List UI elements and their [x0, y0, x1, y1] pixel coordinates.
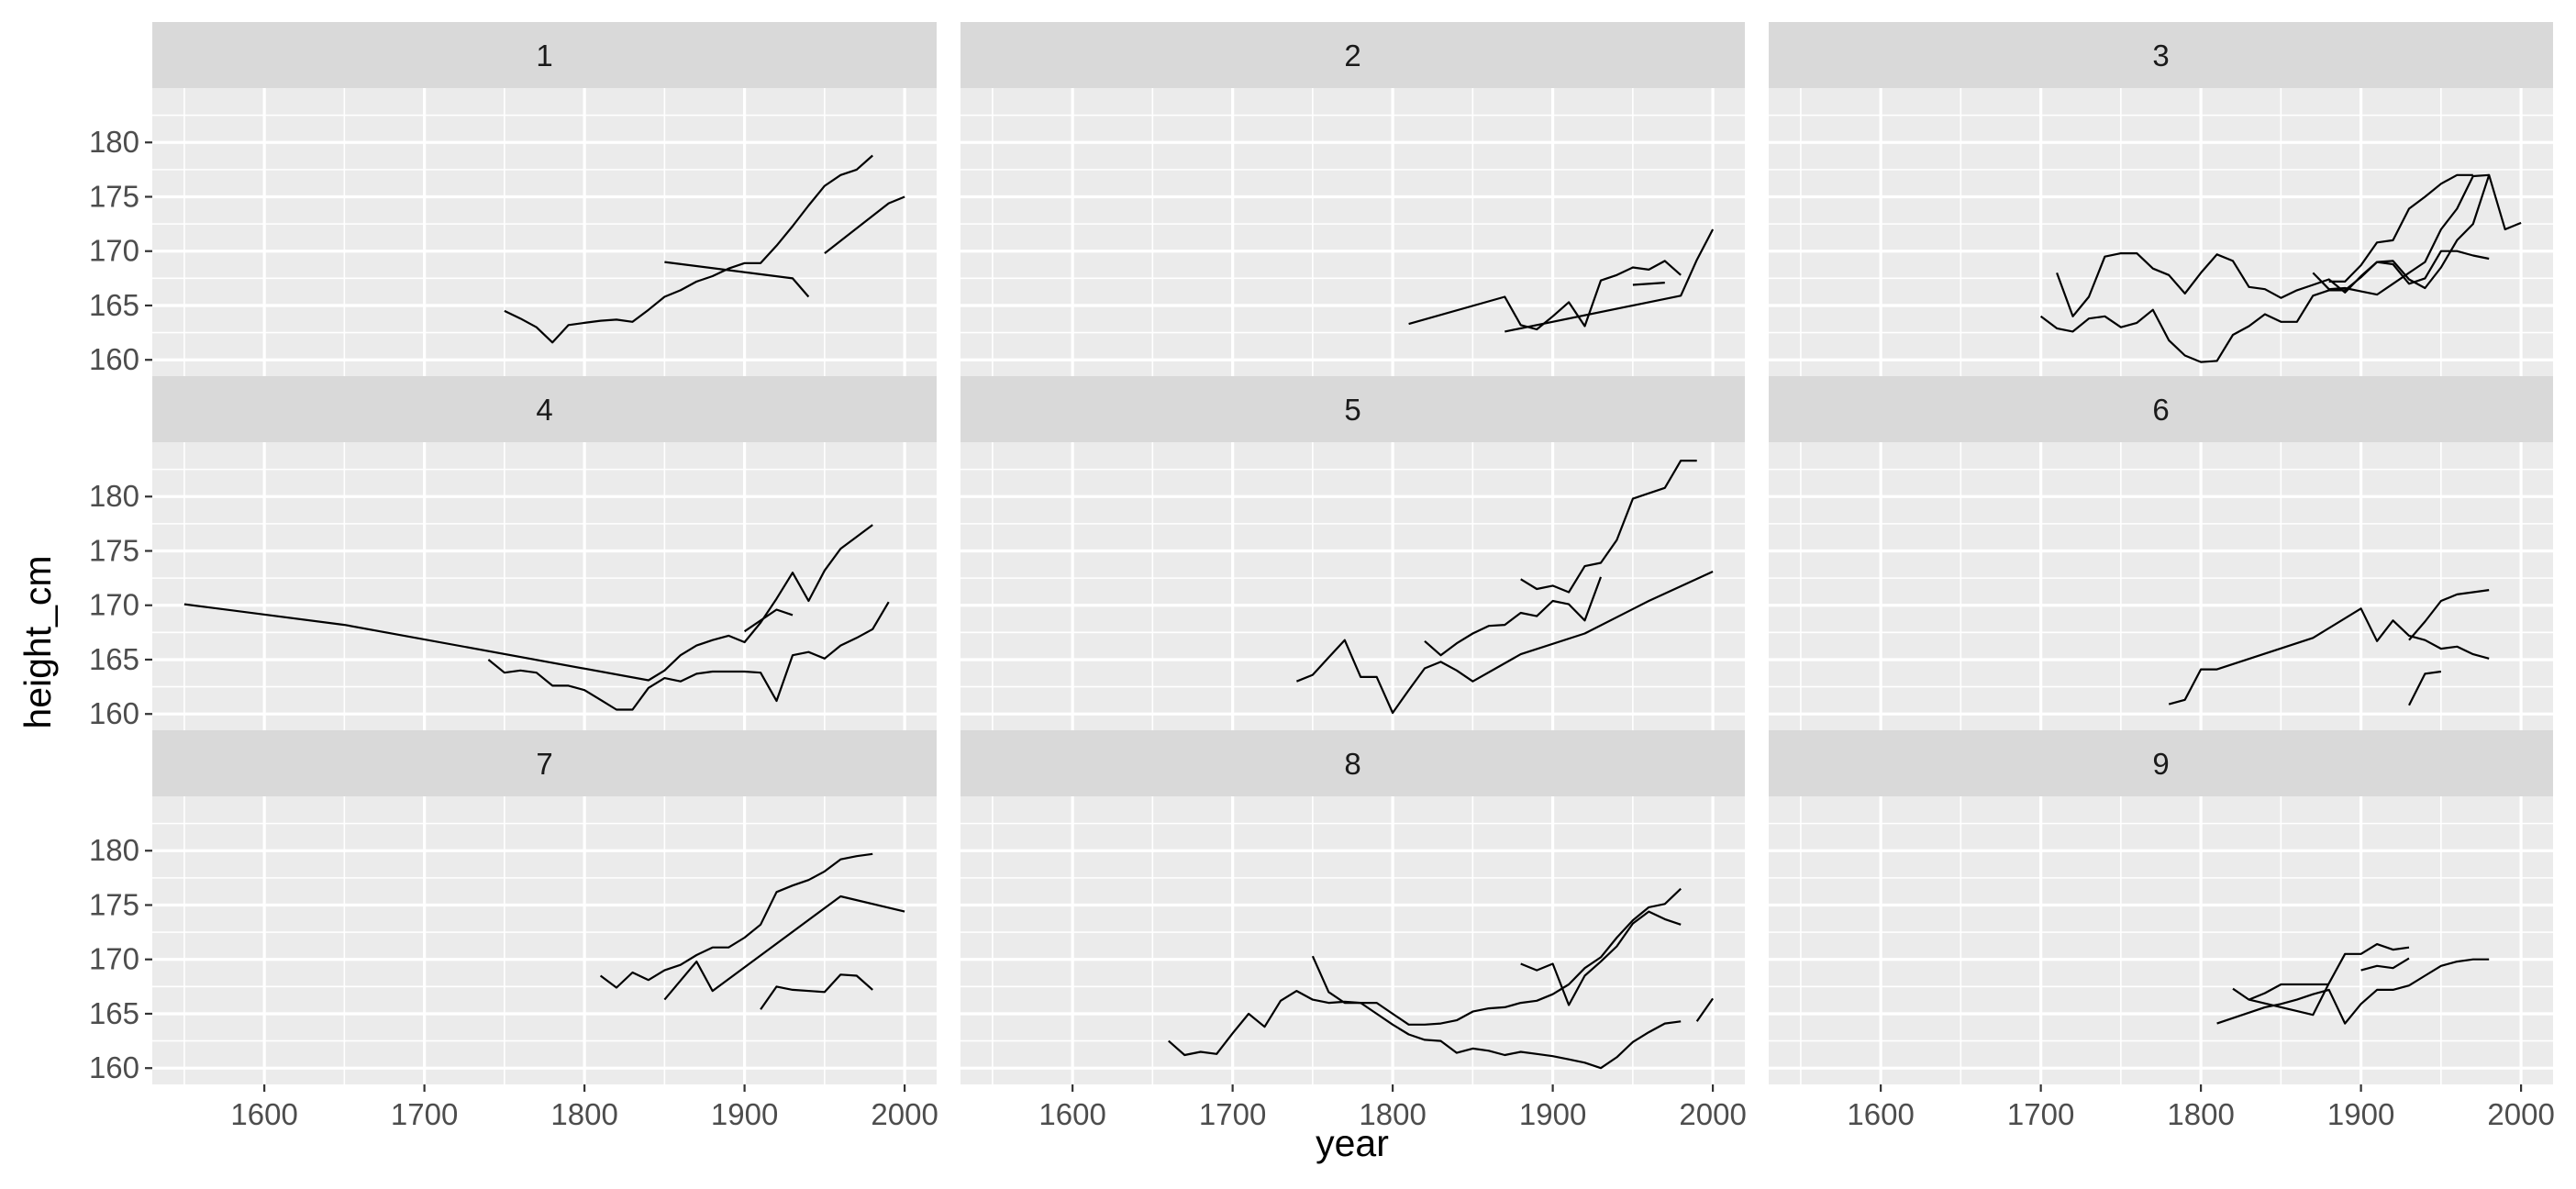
series-line [2232, 942, 2410, 1017]
series-line [760, 973, 873, 1010]
series-line [2360, 957, 2410, 972]
facet-strip [960, 22, 1745, 88]
facet-strip-label: 1 [536, 39, 552, 72]
series-line [664, 261, 810, 298]
facet-strip-label: 4 [536, 393, 552, 427]
facet-panel: 2 [960, 22, 1745, 376]
y-tick-label: 170 [89, 942, 139, 976]
x-tick-label: 1900 [2327, 1097, 2394, 1131]
series-line [2216, 958, 2490, 1025]
panels-layer: 1 160 165 170 175 180 2 3 4 160 165 170 175 180 5 6 7 160… [89, 22, 2555, 1131]
y-tick-label: 165 [89, 642, 139, 676]
y-tick-label: 165 [89, 996, 139, 1030]
facet-strip [1769, 376, 2553, 442]
x-tick-label: 1600 [230, 1097, 297, 1131]
facet-panel: 9 1600 1700 1800 1900 2000 [1769, 730, 2555, 1131]
x-tick-label: 2000 [2487, 1097, 2554, 1131]
facet-strip-label: 5 [1344, 393, 1360, 427]
facet-strip [960, 730, 1745, 796]
facet-panel: 6 [1769, 376, 2553, 730]
series-line [1520, 460, 1697, 594]
facet-strip [152, 376, 937, 442]
series-line [2408, 589, 2490, 641]
facet-strip [152, 22, 937, 88]
x-tick-label: 1900 [1519, 1097, 1586, 1131]
y-tick-label: 180 [89, 479, 139, 513]
facet-panel: 4 160 165 170 175 180 [89, 376, 937, 730]
facet-strip [1769, 22, 2553, 88]
series-line [504, 154, 873, 344]
series-line [663, 895, 905, 1001]
facet-strip [152, 730, 937, 796]
plot-background [152, 88, 937, 376]
y-tick-label: 175 [89, 533, 139, 567]
facet-strip-label: 9 [2152, 747, 2169, 781]
x-tick-label: 1800 [1359, 1097, 1426, 1131]
series-line [2056, 250, 2490, 317]
y-tick-label: 165 [89, 288, 139, 322]
x-tick-label: 2000 [1679, 1097, 1746, 1131]
series-line [2408, 670, 2442, 706]
series-line [2312, 173, 2490, 296]
series-line [2328, 173, 2473, 283]
x-tick-label: 1700 [2007, 1097, 2074, 1131]
series-line [743, 608, 794, 633]
series-line [1408, 260, 1682, 331]
x-tick-label: 1800 [2167, 1097, 2234, 1131]
y-tick-label: 170 [89, 234, 139, 268]
facet-strip [1769, 730, 2553, 796]
y-tick-label: 160 [89, 696, 139, 730]
facet-panel: 3 [1769, 22, 2553, 376]
facet-strip [960, 376, 1745, 442]
series-line [1168, 989, 1682, 1070]
x-tick-label: 1600 [1038, 1097, 1105, 1131]
plot-background [152, 796, 937, 1084]
facet-strip-label: 3 [2152, 39, 2169, 72]
x-tick-label: 2000 [871, 1097, 938, 1131]
x-tick-label: 1700 [391, 1097, 458, 1131]
series-line [487, 601, 890, 711]
series-line [1424, 576, 1603, 657]
series-line [2168, 607, 2490, 706]
plot-background [960, 442, 1745, 730]
facet-strip-label: 7 [536, 747, 552, 781]
x-tick-label: 1700 [1199, 1097, 1266, 1131]
plot-background [960, 88, 1745, 376]
plot-background [1769, 442, 2553, 730]
facet-panel: 7 160 165 170 175 180 1600 1700 1800 1900 2000 [89, 730, 938, 1131]
x-tick-label: 1600 [1847, 1097, 1914, 1131]
facet-panel: 1 160 165 170 175 180 [89, 22, 937, 376]
facet-strip-label: 2 [1344, 39, 1360, 72]
series-line [1632, 282, 1665, 286]
series-line [183, 524, 873, 682]
plot-background [152, 442, 937, 730]
x-tick-label: 1800 [550, 1097, 617, 1131]
series-line [824, 195, 905, 254]
series-line [2248, 983, 2329, 1001]
facet-panel: 5 [960, 376, 1745, 730]
y-axis-title: height_cm [17, 555, 59, 728]
series-line [2039, 173, 2522, 363]
facet-strip-label: 6 [2152, 393, 2169, 427]
facet-strip-label: 8 [1344, 747, 1360, 781]
y-tick-label: 180 [89, 125, 139, 159]
y-tick-label: 180 [89, 833, 139, 867]
y-tick-label: 160 [89, 1050, 139, 1084]
x-tick-label: 1900 [711, 1097, 778, 1131]
series-line [1295, 571, 1714, 715]
series-line [1311, 887, 1682, 1026]
y-tick-label: 175 [89, 179, 139, 213]
x-axis-title: year [1316, 1122, 1389, 1164]
facet-panel: 8 1600 1700 1800 1900 2000 [960, 730, 1747, 1131]
series-line [1505, 228, 1715, 333]
plot-background [1769, 88, 2553, 376]
y-tick-label: 175 [89, 887, 139, 921]
y-tick-label: 160 [89, 342, 139, 376]
y-tick-label: 170 [89, 588, 139, 622]
series-line [1520, 910, 1682, 1006]
plot-background [1769, 796, 2553, 1084]
series-line [1695, 997, 1715, 1022]
series-line [599, 852, 873, 989]
